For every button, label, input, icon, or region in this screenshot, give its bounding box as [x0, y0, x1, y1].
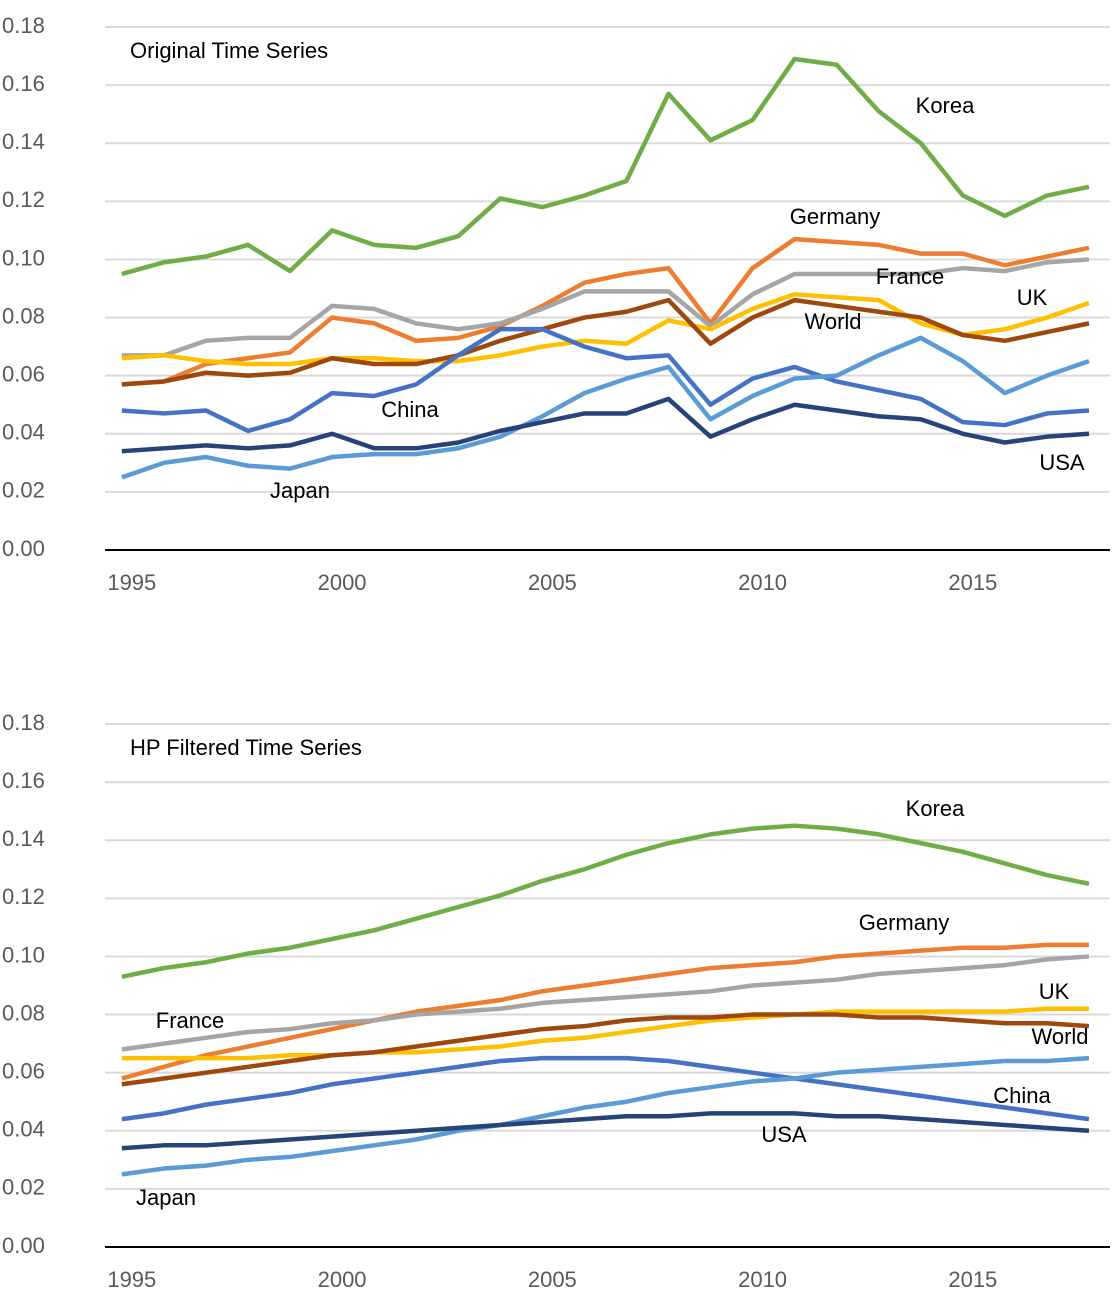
y-tick-label: 0.04 — [2, 420, 45, 445]
y-tick-label: 0.00 — [2, 536, 45, 561]
series-line — [121, 942, 1089, 1081]
series-line — [121, 326, 1090, 434]
series-label: Korea — [916, 93, 975, 118]
y-tick-label: 0.08 — [2, 1000, 45, 1025]
chart-title: HP Filtered Time Series — [130, 735, 362, 760]
y-tick-label: 0.12 — [2, 884, 45, 909]
series-line — [121, 823, 1090, 979]
series-line — [121, 954, 1090, 1052]
y-tick-label: 0.08 — [2, 303, 45, 328]
series-line — [121, 1006, 1089, 1061]
y-tick-label: 0.06 — [2, 361, 45, 386]
y-tick-label: 0.06 — [2, 1058, 45, 1083]
y-tick-label: 0.16 — [2, 71, 45, 96]
x-tick-label: 2010 — [738, 570, 787, 595]
y-tick-label: 0.14 — [2, 129, 45, 154]
y-tick-label: 0.18 — [2, 13, 45, 38]
y-tick-label: 0.02 — [2, 1175, 45, 1200]
x-tick-label: 2005 — [528, 1267, 577, 1292]
y-tick-label: 0.02 — [2, 478, 45, 503]
series-line — [121, 1055, 1090, 1177]
series-label: Japan — [270, 478, 330, 503]
y-tick-label: 0.10 — [2, 942, 45, 967]
x-tick-label: 1995 — [107, 570, 156, 595]
series-label: China — [993, 1083, 1051, 1108]
series-label: USA — [1039, 450, 1085, 475]
series-line — [121, 297, 1090, 387]
series-label: Germany — [790, 204, 880, 229]
x-tick-label: 2015 — [948, 570, 997, 595]
series-label: UK — [1039, 979, 1070, 1004]
series-label: Germany — [859, 910, 949, 935]
series-label: Korea — [906, 796, 965, 821]
series-label: USA — [761, 1122, 807, 1147]
y-tick-label: 0.04 — [2, 1117, 45, 1142]
series-line — [121, 56, 1090, 277]
series-label: France — [876, 264, 944, 289]
y-tick-label: 0.10 — [2, 245, 45, 270]
series-line — [121, 292, 1090, 367]
series-line — [121, 396, 1090, 454]
series-label: World — [1031, 1024, 1088, 1049]
series-line — [121, 236, 1090, 387]
x-tick-label: 2010 — [738, 1267, 787, 1292]
x-tick-label: 1995 — [107, 1267, 156, 1292]
x-tick-label: 2000 — [318, 1267, 367, 1292]
x-tick-label: 2005 — [528, 570, 577, 595]
y-tick-label: 0.14 — [2, 826, 45, 851]
series-label: China — [381, 397, 439, 422]
series-label: Japan — [136, 1185, 196, 1210]
x-tick-label: 2015 — [948, 1267, 997, 1292]
series-label: UK — [1017, 285, 1048, 310]
series-line — [121, 1012, 1090, 1087]
x-tick-label: 2000 — [318, 570, 367, 595]
series-label: France — [156, 1008, 224, 1033]
y-tick-label: 0.18 — [2, 710, 45, 735]
chart-title: Original Time Series — [130, 38, 328, 63]
series-line — [121, 257, 1090, 358]
series-line — [121, 1055, 1090, 1122]
y-tick-label: 0.00 — [2, 1233, 45, 1258]
y-tick-label: 0.16 — [2, 768, 45, 793]
series-line — [121, 335, 1090, 480]
series-label: World — [804, 309, 861, 334]
series-line — [121, 1111, 1090, 1151]
y-tick-label: 0.12 — [2, 187, 45, 212]
